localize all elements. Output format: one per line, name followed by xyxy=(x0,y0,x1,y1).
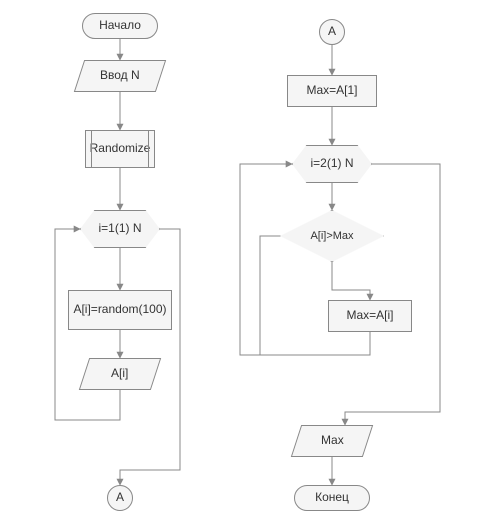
output-max-io: Max xyxy=(291,425,373,457)
compare-decision: A[i]>Max xyxy=(280,210,384,262)
connector-a-out-label: A xyxy=(116,491,124,505)
end-terminator: Конец xyxy=(294,485,370,511)
output-ai-label: A[i] xyxy=(111,367,128,381)
set-max-label: Max=A[i] xyxy=(346,309,393,323)
right-loop-hex: i=2(1) N xyxy=(292,145,372,183)
start-label: Начало xyxy=(99,19,141,33)
output-ai-io: A[i] xyxy=(79,358,161,390)
init-max-label: Max=A[1] xyxy=(306,84,357,98)
assign-label: A[i]=random(100) xyxy=(73,303,166,317)
end-label: Конец xyxy=(315,491,349,505)
set-max-process: Max=A[i] xyxy=(328,300,412,332)
left-loop-label: i=1(1) N xyxy=(98,222,141,236)
output-max-label: Max xyxy=(321,434,344,448)
init-max-process: Max=A[1] xyxy=(287,75,377,107)
left-loop-hex: i=1(1) N xyxy=(80,210,160,248)
right-loop-label: i=2(1) N xyxy=(310,157,353,171)
input-n-label: Ввод N xyxy=(100,69,140,83)
compare-label: A[i]>Max xyxy=(310,230,353,243)
start-terminator: Начало xyxy=(82,13,158,39)
connector-a-in-label: A xyxy=(328,25,336,39)
randomize-label: Randomize xyxy=(90,142,151,156)
randomize-predefined: Randomize xyxy=(85,130,155,168)
connector-a-out: A xyxy=(107,485,133,511)
input-n-io: Ввод N xyxy=(74,60,166,92)
connector-a-in: A xyxy=(319,19,345,45)
edges-layer xyxy=(0,0,500,529)
assign-process: A[i]=random(100) xyxy=(68,290,172,330)
flowchart-canvas: Начало Ввод N Randomize i=1(1) N A[i]=ra… xyxy=(0,0,500,529)
